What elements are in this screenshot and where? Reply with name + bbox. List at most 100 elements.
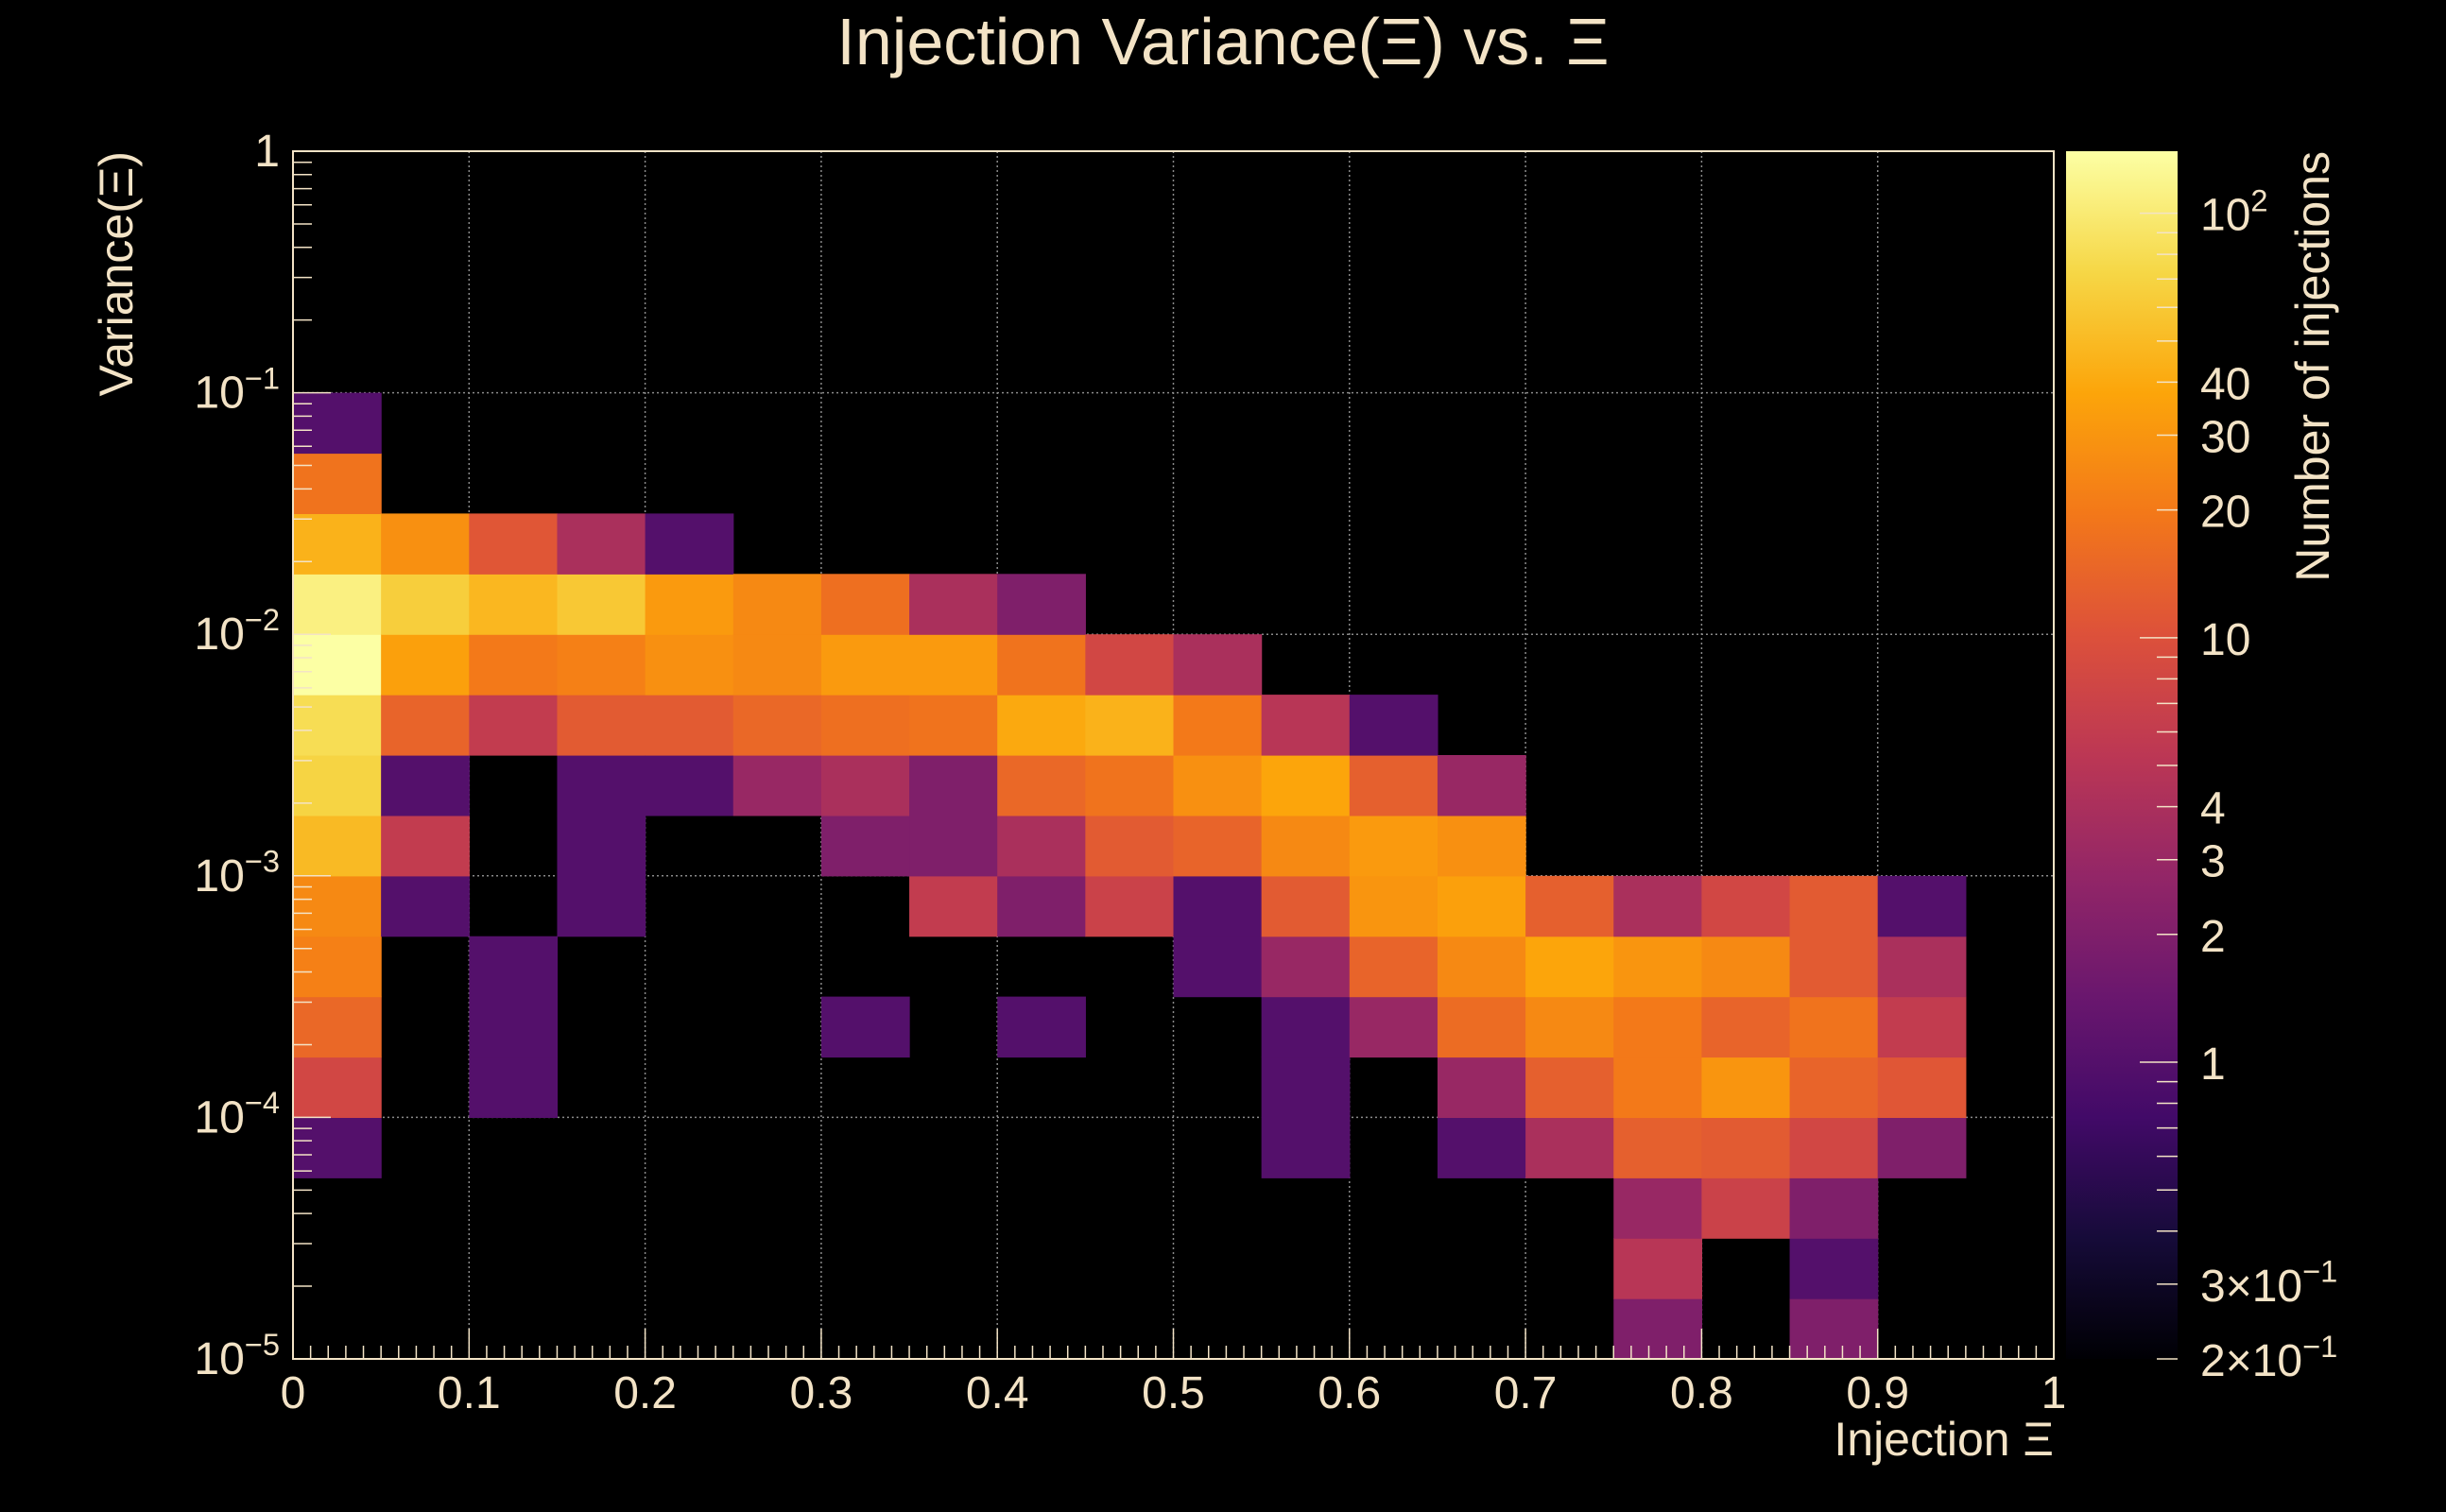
x-tick-label: 0	[281, 1368, 306, 1418]
heatmap-cell	[1789, 936, 1879, 998]
heatmap-cell	[645, 574, 734, 635]
y-tick-label: 1	[254, 127, 280, 177]
heatmap-cells	[293, 392, 1967, 1360]
heatmap-cell	[909, 875, 998, 937]
heatmap-cell	[820, 815, 910, 877]
heatmap-cell	[293, 875, 382, 937]
heatmap-cell	[820, 634, 910, 696]
heatmap-cell	[1349, 815, 1438, 877]
x-tick-label: 0.5	[1142, 1368, 1205, 1418]
heatmap-cell	[469, 996, 559, 1058]
heatmap-cell	[1701, 996, 1791, 1058]
heatmap-cell	[1437, 996, 1526, 1058]
heatmap-cell	[293, 1057, 382, 1118]
heatmap-cell	[381, 875, 470, 937]
heatmap-cell	[557, 815, 646, 877]
heatmap-cell	[1613, 1298, 1702, 1360]
heatmap-cell	[1173, 634, 1263, 696]
heatmap-cell	[732, 755, 822, 816]
x-tick-label: 0.8	[1670, 1368, 1733, 1418]
chart-title: Injection Variance(Ξ) vs. Ξ	[836, 5, 1609, 78]
heatmap-cell	[1261, 755, 1351, 816]
heatmap-cell	[1349, 936, 1438, 998]
heatmap-cell	[1349, 875, 1438, 937]
heatmap-cell	[1437, 1057, 1526, 1118]
heatmap-cell	[1261, 996, 1351, 1058]
x-tick-label: 0.6	[1318, 1368, 1381, 1418]
heatmap-cell	[1613, 1057, 1702, 1118]
heatmap-cell	[1525, 996, 1614, 1058]
heatmap-cell	[997, 996, 1086, 1058]
heatmap-cell	[1085, 695, 1175, 756]
heatmap-cell	[1701, 936, 1791, 998]
heatmap-cell	[293, 936, 382, 998]
heatmap-cell	[1525, 1117, 1614, 1178]
heatmap-cell	[645, 695, 734, 756]
heatmap-cell	[1701, 1177, 1791, 1239]
heatmap-cell	[997, 634, 1086, 696]
colorbar-tick-label: 102	[2200, 182, 2268, 240]
colorbar-tick-label: 10	[2200, 615, 2250, 665]
heatmap-cell	[1613, 1117, 1702, 1178]
x-tick-label: 0.1	[438, 1368, 501, 1418]
heatmap-cell	[557, 513, 646, 575]
x-tick-label: 0.7	[1494, 1368, 1558, 1418]
colorbar-tick-label: 2	[2200, 912, 2226, 962]
heatmap-cell	[820, 574, 910, 635]
heatmap-cell	[909, 574, 998, 635]
x-tick-label: 0.3	[790, 1368, 853, 1418]
heatmap-cell	[557, 574, 646, 635]
heatmap-cell	[1701, 1117, 1791, 1178]
colorbar-tick-label: 30	[2200, 413, 2250, 463]
heatmap-cell	[293, 695, 382, 756]
heatmap-cell	[557, 634, 646, 696]
heatmap-cell	[1613, 1238, 1702, 1299]
heatmap-cell	[1789, 1238, 1879, 1299]
heatmap-cell	[1173, 755, 1263, 816]
heatmap-cell	[645, 513, 734, 575]
heatmap-cell	[1349, 695, 1438, 756]
heatmap-cell	[1349, 996, 1438, 1058]
heatmap-cell	[1437, 875, 1526, 937]
heatmap-cell	[1085, 875, 1175, 937]
heatmap-cell	[732, 574, 822, 635]
heatmap-cell	[469, 695, 559, 756]
heatmap-cell	[909, 634, 998, 696]
heatmap-cell	[1877, 1057, 1967, 1118]
heatmap-cell	[909, 755, 998, 816]
heatmap-cell	[1261, 695, 1351, 756]
heatmap-cell	[1085, 634, 1175, 696]
heatmap-cell	[1173, 875, 1263, 937]
heatmap-cell	[1173, 936, 1263, 998]
heatmap-cell	[645, 634, 734, 696]
heatmap-cell	[293, 574, 382, 635]
heatmap-cell	[557, 695, 646, 756]
heatmap-cell	[909, 695, 998, 756]
heatmap-cell	[293, 1117, 382, 1178]
heatmap-cell	[469, 513, 559, 575]
heatmap-cell	[1261, 815, 1351, 877]
heatmap-cell	[1085, 755, 1175, 816]
heatmap-cell	[1877, 1117, 1967, 1178]
heatmap-cell	[1173, 815, 1263, 877]
y-tick-label: 10−2	[194, 602, 280, 660]
heatmap-cell	[820, 695, 910, 756]
heatmap-cell	[1261, 1117, 1351, 1178]
heatmap-cell	[381, 755, 470, 816]
heatmap-cell	[1877, 936, 1967, 998]
heatmap-cell	[1613, 996, 1702, 1058]
x-tick-label: 0.9	[1846, 1368, 1909, 1418]
colorbar-tick-label: 20	[2200, 488, 2250, 538]
heatmap-cell	[557, 755, 646, 816]
heatmap-cell	[381, 634, 470, 696]
heatmap-cell	[1437, 936, 1526, 998]
heatmap-cell	[557, 875, 646, 937]
x-axis-label: Injection Ξ	[1834, 1413, 2054, 1466]
heatmap-cell	[1877, 875, 1967, 937]
heatmap-cell	[1789, 875, 1879, 937]
x-tick-label: 0.4	[966, 1368, 1029, 1418]
heatmap-cell	[1437, 1117, 1526, 1178]
heatmap-cell	[1789, 1177, 1879, 1239]
